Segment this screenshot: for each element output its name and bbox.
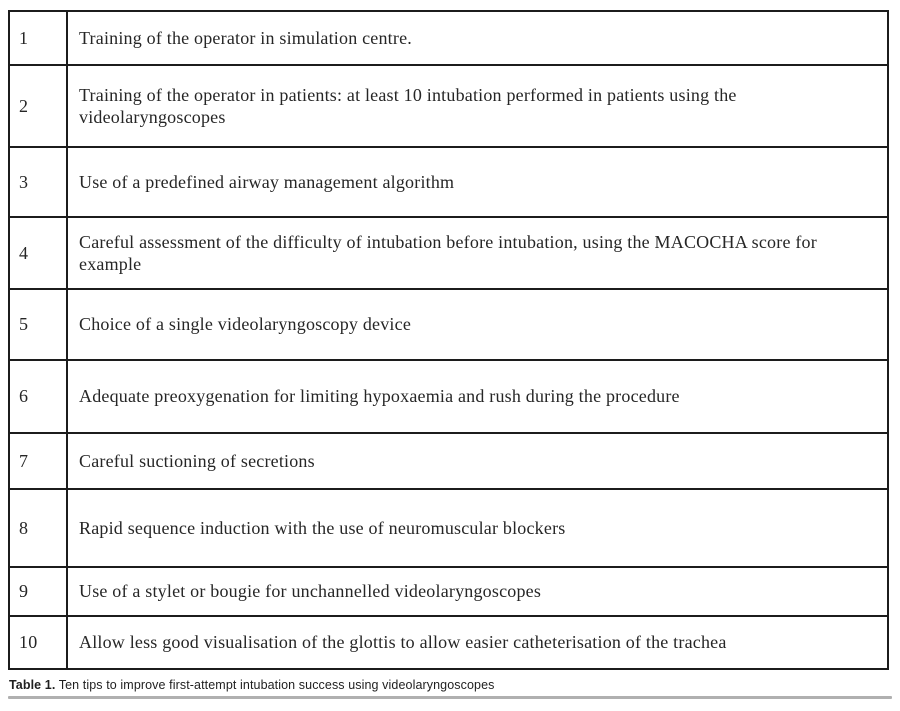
row-tip-text: Allow less good visualisation of the glo… [66, 615, 889, 670]
table-row: 1 Training of the operator in simulation… [8, 10, 889, 66]
table-row: 10 Allow less good visualisation of the … [8, 615, 889, 670]
table-row: 6 Adequate preoxygenation for limiting h… [8, 359, 889, 434]
row-tip-text: Training of the operator in simulation c… [66, 10, 889, 66]
table-row: 4 Careful assessment of the difficulty o… [8, 216, 889, 290]
row-tip-text: Use of a predefined airway management al… [66, 146, 889, 218]
table-row: 8 Rapid sequence induction with the use … [8, 488, 889, 568]
row-number: 7 [8, 432, 68, 490]
row-tip-text: Careful assessment of the difficulty of … [66, 216, 889, 290]
row-number: 5 [8, 288, 68, 361]
tips-table-body: 1 Training of the operator in simulation… [8, 10, 889, 670]
row-number: 9 [8, 566, 68, 617]
row-number: 2 [8, 64, 68, 148]
tips-table: 1 Training of the operator in simulation… [8, 10, 889, 670]
table-row: 3 Use of a predefined airway management … [8, 146, 889, 218]
row-number: 10 [8, 615, 68, 670]
table-row: 2 Training of the operator in patients: … [8, 64, 889, 148]
row-number: 1 [8, 10, 68, 66]
row-tip-text: Careful suctioning of secretions [66, 432, 889, 490]
row-number: 4 [8, 216, 68, 290]
table-row: 9 Use of a stylet or bougie for unchanne… [8, 566, 889, 617]
row-tip-text: Adequate preoxygenation for limiting hyp… [66, 359, 889, 434]
row-tip-text: Training of the operator in patients: at… [66, 64, 889, 148]
table-row: 5 Choice of a single videolaryngoscopy d… [8, 288, 889, 361]
caption-text: Ten tips to improve first-attempt intuba… [58, 678, 495, 692]
row-tip-text: Rapid sequence induction with the use of… [66, 488, 889, 568]
row-number: 3 [8, 146, 68, 218]
table-row: 7 Careful suctioning of secretions [8, 432, 889, 490]
table-caption: Table 1. Ten tips to improve first-attem… [9, 678, 889, 692]
row-tip-text: Choice of a single videolaryngoscopy dev… [66, 288, 889, 361]
row-number: 6 [8, 359, 68, 434]
row-number: 8 [8, 488, 68, 568]
caption-label: Table 1. [9, 678, 56, 692]
caption-divider-rule [8, 696, 892, 699]
row-tip-text: Use of a stylet or bougie for unchannell… [66, 566, 889, 617]
